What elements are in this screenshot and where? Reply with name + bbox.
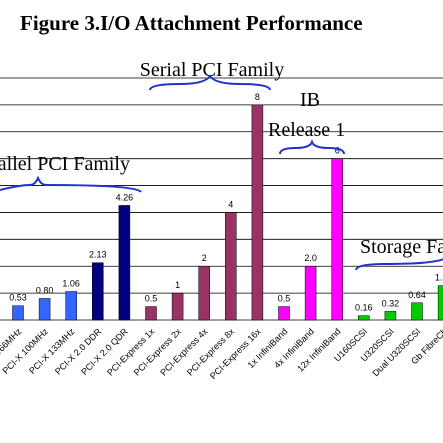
x-tick-label: PCI-Express 8x bbox=[185, 326, 237, 378]
value-label: 4.26 bbox=[116, 192, 134, 202]
bar bbox=[251, 104, 264, 321]
brace bbox=[149, 74, 271, 91]
annotation: IB bbox=[300, 89, 320, 111]
x-tick-label: PCI-Express 4x bbox=[158, 326, 210, 378]
bar bbox=[38, 298, 51, 321]
annotation: Release 1 bbox=[268, 119, 345, 141]
value-label: 2 bbox=[202, 253, 207, 263]
bar bbox=[225, 212, 237, 321]
annotation: Serial PCI Family bbox=[140, 59, 284, 81]
bar bbox=[92, 262, 104, 321]
bar bbox=[411, 302, 423, 321]
brace bbox=[0, 175, 142, 193]
value-label: 0.5 bbox=[145, 294, 158, 304]
annotation: Storage Family bbox=[360, 236, 443, 258]
x-tick-label: PCI-Express 1x bbox=[105, 326, 157, 378]
value-label: 8 bbox=[255, 92, 260, 102]
bar bbox=[331, 158, 343, 321]
bar bbox=[437, 285, 443, 321]
value-label: 0.5 bbox=[278, 294, 291, 304]
chart-title: Figure 3.I/O Attachment Performance bbox=[20, 11, 363, 35]
value-label: 4 bbox=[228, 199, 233, 209]
value-label: 1.28 bbox=[435, 273, 443, 283]
bar bbox=[304, 265, 317, 321]
value-label: 0.64 bbox=[408, 290, 426, 300]
value-label: 2.0 bbox=[304, 253, 317, 263]
annotation: Parallel PCI Family bbox=[0, 153, 130, 175]
value-label: 0.80 bbox=[36, 285, 54, 295]
value-label: 0.16 bbox=[355, 303, 373, 313]
bar bbox=[118, 205, 131, 321]
value-label: 2.13 bbox=[89, 250, 107, 260]
bar bbox=[358, 315, 370, 321]
bar bbox=[12, 305, 24, 321]
value-label: 0.32 bbox=[382, 298, 400, 308]
x-tick-label: PCI-X 2.0 QDR bbox=[79, 326, 130, 377]
value-label: 6 bbox=[335, 146, 340, 156]
value-label: 0.53 bbox=[9, 293, 27, 303]
bar bbox=[384, 311, 397, 321]
bar bbox=[145, 306, 157, 321]
bar bbox=[198, 265, 210, 321]
x-tick-label: PCI-X 2.0 DDR bbox=[53, 326, 104, 377]
value-label: 1 bbox=[175, 280, 180, 290]
value-label: 1.06 bbox=[62, 278, 80, 288]
brace bbox=[279, 138, 345, 155]
bar bbox=[278, 306, 290, 321]
x-tick-label: PCI-Express 2x bbox=[132, 326, 184, 378]
bar bbox=[65, 291, 77, 321]
bar bbox=[171, 292, 184, 321]
brace bbox=[355, 258, 443, 271]
